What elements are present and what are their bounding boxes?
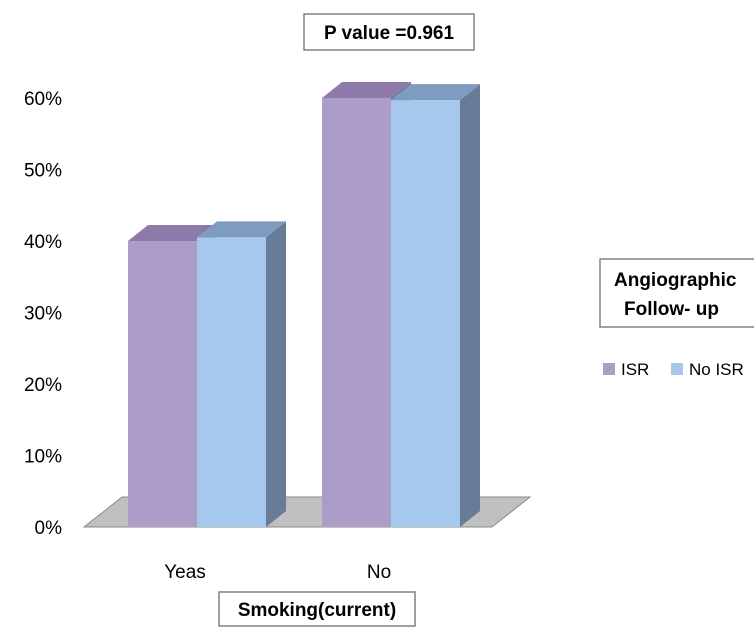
legend: Angiographic Follow- up ISR No ISR: [599, 258, 754, 379]
y-tick-label: 60%: [24, 89, 62, 110]
bars-layer: [128, 82, 480, 528]
legend-title-line1: Angiographic: [614, 270, 737, 291]
p-value-text: P value =0.961: [324, 23, 455, 44]
bar-top: [197, 221, 286, 238]
p-value-annotation: P value =0.961: [303, 13, 475, 51]
bar-top: [391, 84, 480, 101]
bar-front: [391, 100, 460, 528]
x-category-label: No: [367, 562, 391, 583]
legend-title-line2: Follow- up: [624, 299, 719, 320]
bar-top: [128, 225, 217, 241]
y-tick-label: 0%: [35, 518, 63, 539]
y-tick-label: 30%: [24, 304, 62, 325]
y-tick-label: 10%: [24, 447, 62, 468]
x-axis-title-text: Smoking(current): [238, 600, 396, 621]
bar: [391, 84, 480, 528]
x-axis-categories: Yeas No: [164, 562, 391, 583]
y-tick-label: 20%: [24, 375, 62, 396]
y-axis: 0% 10% 20% 30% 40% 50% 60%: [24, 89, 62, 539]
bar-front: [128, 241, 197, 527]
bar-top: [322, 82, 411, 98]
y-tick-label: 40%: [24, 232, 62, 253]
bar-side: [460, 84, 480, 528]
legend-label-no-isr: No ISR: [689, 360, 744, 379]
x-category-label: Yeas: [164, 562, 206, 583]
bar-front: [197, 237, 266, 528]
bar: [197, 221, 286, 528]
legend-swatch-no-isr: [671, 363, 683, 375]
legend-label-isr: ISR: [621, 360, 649, 379]
legend-swatch-isr: [603, 363, 615, 375]
bar-side: [266, 221, 286, 528]
x-axis-title: Smoking(current): [218, 591, 416, 627]
y-tick-label: 50%: [24, 161, 62, 182]
bar-front: [322, 98, 391, 527]
